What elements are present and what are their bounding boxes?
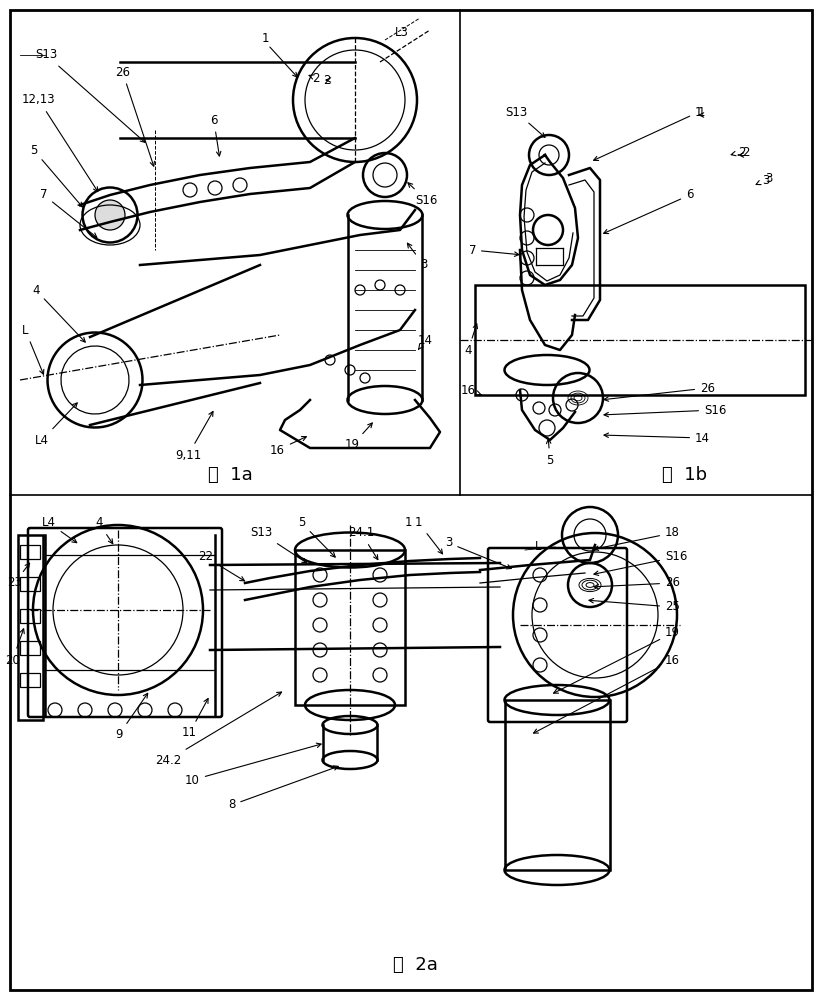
Bar	[505, 700, 610, 870]
Bar	[295, 550, 405, 705]
Ellipse shape	[95, 200, 125, 230]
Text: 25: 25	[589, 598, 680, 613]
Text: 2: 2	[323, 74, 330, 87]
Text: 5: 5	[298, 516, 335, 557]
Text: 19: 19	[553, 626, 680, 693]
Text: 11: 11	[182, 699, 208, 740]
Text: 3: 3	[445, 536, 511, 569]
Text: 22: 22	[198, 550, 245, 581]
Text: 4: 4	[95, 516, 113, 544]
Text: 6: 6	[210, 113, 221, 156]
Text: 6: 6	[603, 188, 694, 234]
Text: 26: 26	[115, 66, 155, 166]
Bar	[20, 609, 40, 623]
Text: 10: 10	[185, 743, 321, 786]
Text: 14: 14	[604, 432, 710, 444]
Text: 24.1: 24.1	[348, 526, 378, 560]
Text: 16: 16	[533, 654, 680, 733]
Text: 4: 4	[32, 284, 85, 342]
Bar	[20, 545, 40, 559]
Text: 16: 16	[461, 383, 482, 396]
Text: 16: 16	[270, 437, 307, 456]
Text: 图  1a: 图 1a	[208, 466, 252, 484]
Text: 12,13: 12,13	[22, 94, 98, 192]
Text: 1: 1	[404, 516, 412, 530]
Bar	[20, 673, 40, 687]
Bar	[20, 641, 40, 655]
Text: 23: 23	[7, 563, 30, 589]
Text: 2: 2	[742, 145, 750, 158]
Text: 9,11: 9,11	[175, 411, 213, 462]
Text: 20: 20	[5, 629, 25, 666]
Text: 2: 2	[732, 145, 746, 158]
Text: 3: 3	[765, 172, 773, 184]
Text: 5: 5	[30, 143, 82, 207]
Text: 2: 2	[309, 72, 320, 85]
Text: 5: 5	[547, 439, 554, 466]
Text: L3: L3	[395, 25, 409, 38]
Text: 8: 8	[228, 766, 338, 812]
Text: L4: L4	[42, 516, 76, 543]
Text: 1: 1	[593, 105, 703, 160]
Text: 7: 7	[40, 188, 97, 237]
Bar	[18, 535, 43, 720]
Text: 3: 3	[756, 174, 769, 186]
Text: L4: L4	[35, 403, 77, 446]
Text: 26: 26	[604, 381, 715, 401]
Text: 19: 19	[345, 423, 372, 452]
Text: 7: 7	[469, 243, 519, 256]
Text: 14: 14	[418, 334, 433, 349]
Text: S13: S13	[35, 48, 145, 142]
Text: 1: 1	[261, 31, 269, 44]
Bar	[20, 577, 40, 591]
Text: S16: S16	[594, 550, 687, 575]
Text: 24.2: 24.2	[155, 692, 282, 766]
Text: 图  1b: 图 1b	[663, 466, 708, 484]
Text: 1: 1	[415, 516, 442, 554]
Text: L: L	[535, 540, 542, 554]
Text: 26: 26	[594, 576, 680, 589]
Text: 3: 3	[408, 243, 427, 271]
Text: 图  2a: 图 2a	[393, 956, 437, 974]
Text: 9: 9	[115, 693, 148, 742]
Text: 18: 18	[594, 526, 680, 550]
Text: S13: S13	[505, 105, 545, 137]
Text: 4: 4	[464, 324, 478, 357]
Text: S16: S16	[408, 183, 437, 207]
Text: 1: 1	[698, 105, 705, 118]
Text: L: L	[22, 324, 44, 374]
Bar	[475, 285, 805, 395]
Text: S13: S13	[250, 526, 307, 563]
Text: S16: S16	[604, 403, 727, 417]
